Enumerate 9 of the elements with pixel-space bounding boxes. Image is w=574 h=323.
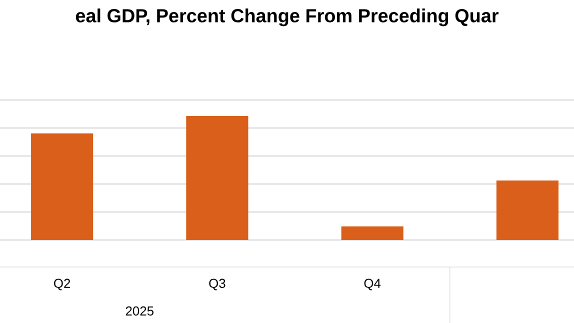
chart-title: eal GDP, Percent Change From Preceding Quar: [76, 8, 498, 26]
bar: [341, 226, 404, 240]
text: 2025: [126, 306, 154, 316]
x-tick-label: Q3: [209, 278, 226, 290]
bar: [31, 133, 94, 240]
bar: [186, 116, 248, 240]
x-tick-label: Q4: [364, 278, 381, 290]
x-tick-label: Q2: [54, 278, 70, 290]
bar: [496, 180, 558, 240]
